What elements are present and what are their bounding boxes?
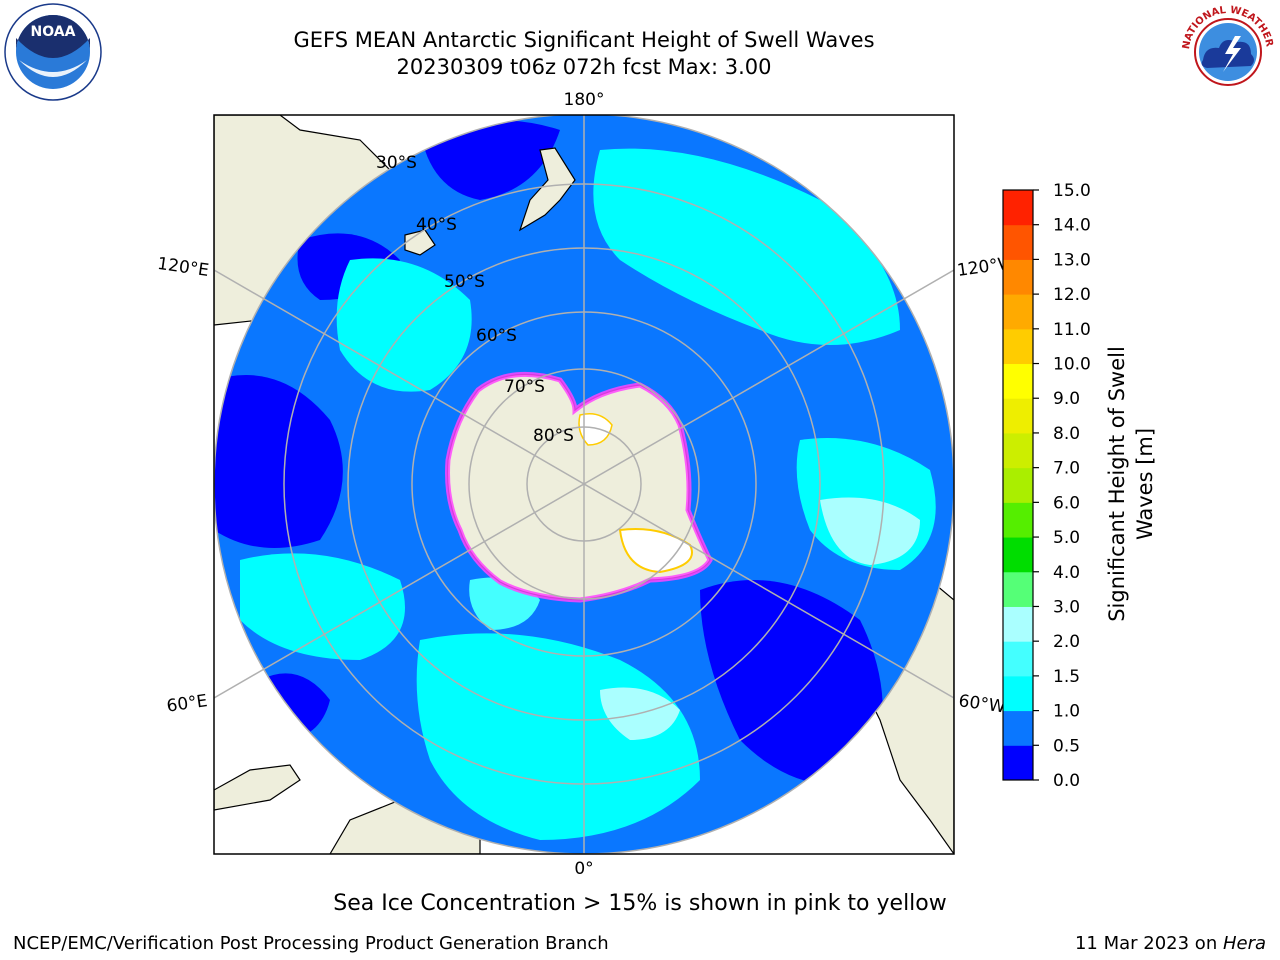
ice-shelf — [618, 528, 693, 574]
footer-credit: NCEP/EMC/Verification Post Processing Pr… — [13, 933, 609, 954]
madagascar-land — [214, 764, 301, 811]
colorbar-segment — [1003, 432, 1033, 469]
colorbar-segment — [1003, 363, 1033, 399]
colorbar-tick-label: 4.0 — [1053, 563, 1080, 583]
colorbar: 0.0 0.5 1.0 1.5 2.0 3.0 4.0 5.0 6.0 7.0 8.0 9.0 10.0… — [1002, 181, 1091, 791]
colorbar-tick-label: 1.0 — [1053, 702, 1080, 722]
colorbar-tick-label: 3.0 — [1053, 597, 1080, 617]
colorbar-tick-label: 0.5 — [1053, 736, 1080, 756]
colorbar-segment — [1003, 398, 1033, 434]
colorbar-segment — [1003, 294, 1033, 330]
noaa-logo-text: NOAA — [31, 24, 76, 40]
colorbar-segment — [1003, 502, 1033, 538]
colorbar-segment — [1003, 467, 1033, 503]
lon-label-60w: 60°W — [957, 691, 1006, 717]
figure-subtitle: 20230309 t06z 072h fcst Max: 3.00 — [396, 55, 772, 79]
lat-label-30s: 30°S — [376, 153, 417, 173]
colorbar-segment — [1003, 641, 1033, 677]
higher-swell-region — [820, 497, 920, 565]
colorbar-segment — [1003, 675, 1033, 712]
noaa-logo: NOAA — [4, 3, 102, 101]
high-swell-region — [336, 258, 472, 392]
graticule — [214, 115, 954, 854]
colorbar-label-line2: Waves [m] — [1133, 428, 1157, 540]
colorbar-tick-label: 14.0 — [1053, 216, 1091, 236]
colorbar-segment — [1003, 537, 1033, 573]
colorbar-segment — [1003, 745, 1033, 781]
lon-label-0: 0° — [574, 859, 593, 879]
sea-ice-note: Sea Ice Concentration > 15% is shown in … — [333, 891, 947, 916]
colorbar-tick-label: 12.0 — [1053, 285, 1091, 305]
lat-label-40s: 40°S — [416, 215, 457, 235]
colorbar-frame — [1002, 189, 1034, 781]
lat-label-70s: 70°S — [504, 377, 545, 397]
colorbar-segment — [1003, 571, 1033, 607]
colorbar-tick-label: 2.0 — [1053, 632, 1080, 652]
lon-label-60e: 60°E — [165, 691, 208, 716]
low-swell-region — [420, 120, 560, 200]
colorbar-segment — [1003, 259, 1033, 295]
figure-title: GEFS MEAN Antarctic Significant Height o… — [293, 28, 875, 52]
colorbar-tick-label: 9.0 — [1053, 389, 1080, 409]
colorbar-tick-label: 5.0 — [1053, 528, 1080, 548]
low-swell-region — [214, 375, 343, 548]
colorbar-label-line1: Significant Height of Swell — [1105, 346, 1129, 622]
sea-ice-edge — [445, 371, 713, 603]
map-frame — [213, 114, 955, 855]
colorbar-tick-label: 0.0 — [1053, 771, 1080, 791]
colorbar-tick-label: 11.0 — [1053, 320, 1091, 340]
high-swell-region — [240, 553, 405, 660]
colorbar-tick-label: 15.0 — [1053, 181, 1091, 201]
colorbar-segment — [1003, 606, 1033, 642]
colorbar-tick-label: 7.0 — [1053, 459, 1080, 479]
lat-label-50s: 50°S — [444, 272, 485, 292]
colorbar-tick-label: 10.0 — [1053, 355, 1091, 375]
footer-date: 11 Mar 2023 on Hera — [1075, 933, 1266, 954]
lon-label-180: 180° — [564, 90, 605, 110]
high-swell-region — [593, 148, 900, 345]
colorbar-segment — [1003, 328, 1033, 365]
colorbar-segment — [1003, 190, 1033, 226]
lat-label-60s: 60°S — [476, 326, 517, 346]
colorbar-tick-label: 6.0 — [1053, 493, 1080, 513]
colorbar-tick-label: 1.5 — [1053, 667, 1080, 687]
lat-label-80s: 80°S — [533, 426, 574, 446]
colorbar-tick-label: 13.0 — [1053, 250, 1091, 270]
nws-logo: NATIONAL WEATHER SERVICE — [1177, 2, 1276, 100]
lon-label-120e: 120°E — [156, 254, 210, 281]
colorbar-segment — [1003, 224, 1033, 260]
colorbar-tick-label: 8.0 — [1053, 424, 1080, 444]
colorbar-segment — [1003, 710, 1033, 746]
ice-shelf — [578, 413, 613, 446]
high-swell-region — [416, 633, 700, 840]
footer-host: Hera — [1222, 933, 1266, 954]
footer-date-text: 11 Mar 2023 on — [1074, 933, 1223, 954]
